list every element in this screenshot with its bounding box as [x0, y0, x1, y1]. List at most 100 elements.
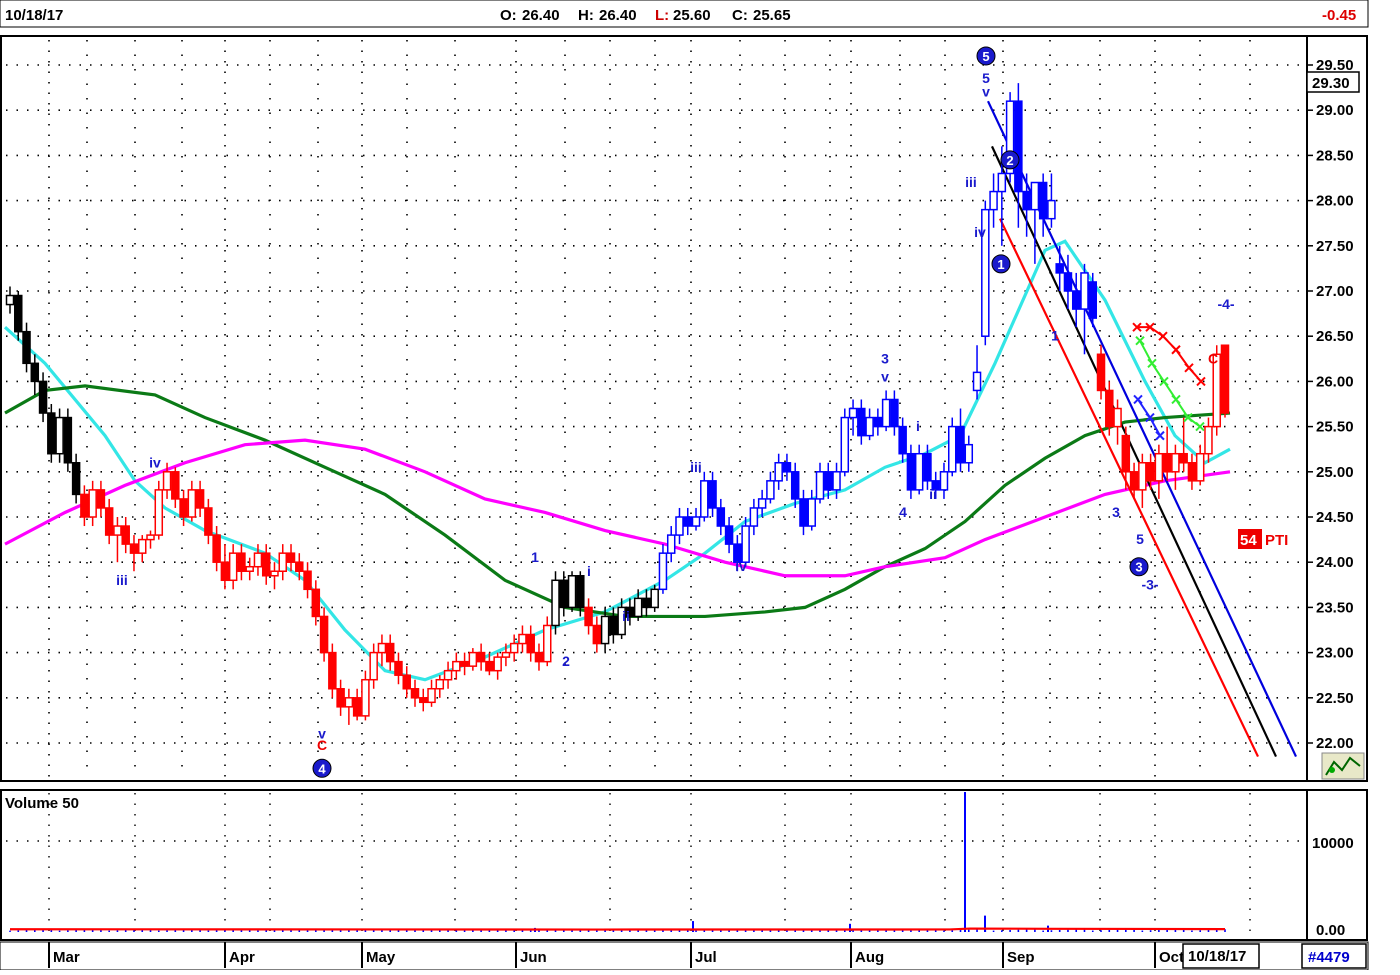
candle-body — [857, 407, 866, 437]
candle-body — [1154, 452, 1164, 482]
candle-body — [270, 570, 279, 577]
candle-body — [253, 552, 263, 568]
candle-body — [245, 565, 254, 572]
candle-body — [840, 416, 850, 473]
candle-body — [30, 362, 40, 383]
wave-circle-label: 4 — [312, 758, 332, 778]
date-axis: Mar Apr May Jun Jul Aug Sep Oct — [48, 942, 1184, 968]
wave-label: -4- — [1217, 296, 1234, 312]
price-tick-label: 24.00 — [1316, 554, 1354, 571]
projection-marker — [1135, 336, 1145, 346]
projection-marker — [1132, 322, 1142, 332]
month-label: Mar — [53, 949, 80, 966]
wave-label: ii — [929, 486, 937, 502]
price-tick-label: 27.00 — [1316, 283, 1354, 300]
candle-body — [981, 208, 990, 337]
candle-body — [749, 507, 759, 527]
candle-body — [460, 660, 469, 667]
candle-body — [832, 471, 841, 491]
candle-body — [228, 552, 238, 582]
candle-body — [666, 534, 676, 554]
wave-label: 5 — [982, 70, 990, 86]
svg-text:1: 1 — [997, 257, 1004, 272]
projection-marker — [1145, 412, 1155, 423]
candle-body — [559, 579, 569, 609]
candle-body — [1195, 452, 1205, 482]
candle-body — [286, 552, 296, 563]
wave-tool-icon[interactable] — [1321, 752, 1365, 780]
projection-paths — [1132, 322, 1206, 441]
price-tick-label: 29.50 — [1316, 57, 1354, 74]
candle-body — [1212, 353, 1221, 428]
candle-body — [923, 452, 932, 482]
header-low-value: 25.60 — [673, 7, 711, 24]
candle-body — [344, 697, 354, 708]
projection-marker — [1159, 376, 1169, 387]
volume-panel-title: Volume 50 — [5, 795, 79, 812]
candle-body — [352, 697, 362, 717]
svg-text:4: 4 — [318, 761, 326, 776]
price-tick-label: 23.00 — [1316, 645, 1354, 662]
wave-label: iii — [965, 174, 977, 190]
price-tick-label: 29.00 — [1316, 102, 1354, 119]
candle-body — [328, 651, 337, 690]
candle-body — [1129, 471, 1139, 491]
price-tick-label: 25.50 — [1316, 419, 1354, 436]
candle-body — [526, 633, 535, 654]
candle-body — [642, 597, 651, 609]
header-close-label: C: — [732, 7, 748, 24]
price-tick-label: 27.50 — [1316, 238, 1354, 255]
candle-body — [14, 294, 23, 333]
wave-label: v — [982, 84, 990, 100]
candle-body — [1162, 452, 1172, 473]
candle-body — [435, 678, 445, 690]
candle-body — [592, 624, 602, 645]
candle-body — [898, 425, 907, 455]
header-open-value: 26.40 — [522, 7, 560, 24]
candle-body — [113, 525, 122, 536]
candle-body — [419, 697, 428, 704]
candle-body — [88, 489, 97, 518]
projection-marker — [1183, 412, 1193, 423]
candle-body — [485, 660, 494, 672]
wave-circle-label: 1 — [991, 254, 1011, 274]
projection-marker — [1195, 421, 1205, 432]
candle-body — [625, 606, 635, 618]
candle-body — [972, 371, 982, 392]
projection-marker — [1171, 394, 1181, 405]
price-tick-label: 22.00 — [1316, 735, 1354, 752]
candle-body — [766, 480, 775, 500]
price-tick-label: 28.00 — [1316, 193, 1354, 210]
candle-body — [658, 552, 668, 591]
wave-label: 5 — [1136, 531, 1144, 547]
candle-body — [1187, 462, 1197, 482]
candle-body — [1204, 425, 1213, 455]
candle-body — [162, 471, 172, 491]
candle-body — [220, 561, 230, 582]
last-price-value: 29.30 — [1312, 75, 1350, 92]
candle-body — [807, 498, 816, 527]
candle-body — [1220, 344, 1230, 414]
projection-marker — [1145, 322, 1155, 332]
price-tick-label: 28.50 — [1316, 147, 1354, 164]
symbol-box[interactable] — [1301, 943, 1367, 969]
wave-label: 1 — [1051, 328, 1059, 344]
candle-body — [757, 498, 767, 509]
candle-body — [1071, 290, 1081, 310]
channel-line-black — [991, 145, 1277, 758]
channel-line-red — [999, 218, 1259, 758]
candle-body — [683, 516, 693, 527]
symbol-value: #4479 — [1308, 949, 1350, 966]
candle-body — [1080, 272, 1089, 310]
candle-body — [609, 615, 618, 636]
last-price-box — [1306, 71, 1360, 93]
volume-bars — [9, 792, 1226, 932]
candle-body — [1105, 389, 1114, 428]
candle-body — [187, 489, 197, 518]
wave-label: iii — [116, 572, 128, 588]
wave-label: 3 — [1112, 504, 1120, 520]
candle-body — [1171, 452, 1180, 473]
candle-body — [493, 656, 502, 672]
volume-tick-10000: 10000 — [1312, 835, 1354, 852]
candle-body — [716, 507, 726, 527]
